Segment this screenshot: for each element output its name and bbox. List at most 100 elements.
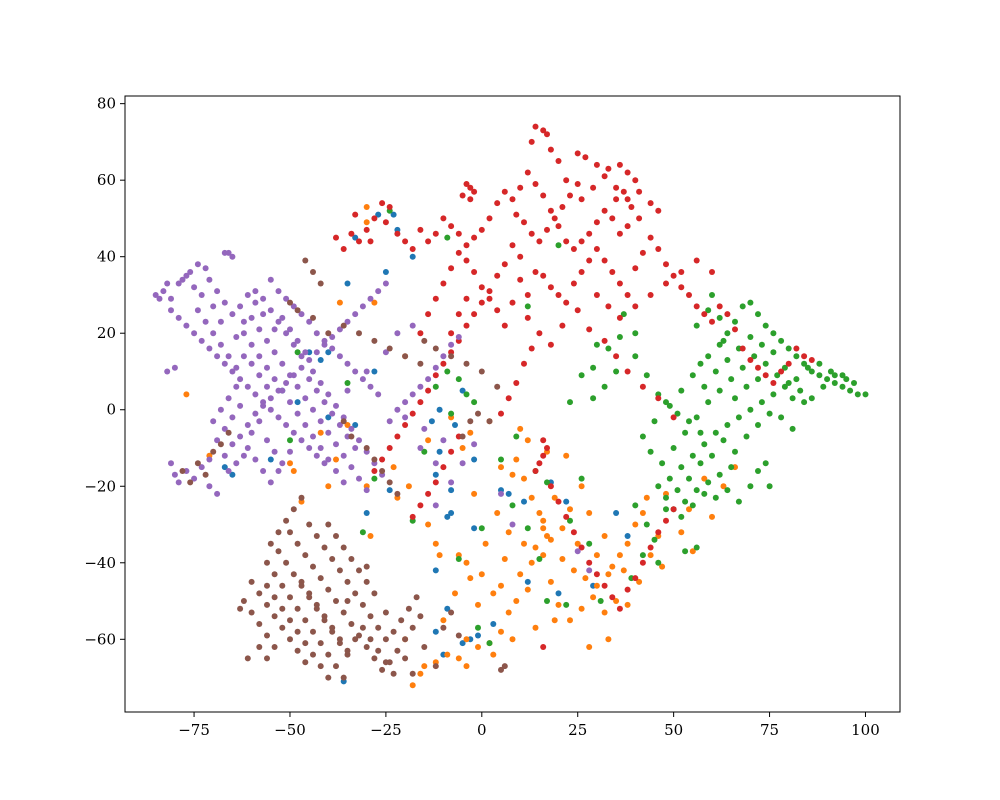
point-s2-63 (663, 494, 669, 501)
point-s3-195 (601, 173, 608, 180)
point-s4-76 (313, 349, 320, 356)
point-s5-26 (302, 552, 309, 559)
point-s1-50 (417, 670, 424, 677)
point-s3-36 (486, 215, 493, 222)
point-s3-19 (616, 230, 623, 237)
point-s5-126 (371, 590, 378, 597)
point-s2-15 (605, 345, 612, 352)
point-s5-15 (386, 479, 393, 486)
point-s0-4 (409, 253, 416, 260)
x-tick-label: −50 (274, 721, 306, 739)
point-s4-107 (233, 364, 240, 371)
point-s0-20 (452, 422, 458, 428)
point-s1-76 (609, 563, 616, 570)
point-s2-111 (789, 395, 796, 402)
point-s5-124 (356, 567, 362, 574)
point-s1-21 (505, 529, 512, 536)
point-s2-42 (847, 387, 854, 394)
point-s4-114 (287, 399, 293, 406)
point-s1-92 (636, 578, 643, 585)
point-s2-73 (674, 410, 681, 417)
point-s4-138 (287, 326, 293, 333)
point-s5-94 (382, 659, 389, 666)
point-s5-144 (467, 418, 474, 425)
point-s3-1 (540, 127, 547, 134)
point-s5-60 (302, 659, 309, 666)
point-s2-131 (766, 410, 773, 417)
point-s3-199 (647, 200, 654, 207)
point-s4-88 (264, 337, 270, 344)
point-s5-99 (298, 582, 305, 589)
point-s4-201 (233, 383, 240, 390)
point-s3-173 (536, 330, 543, 337)
point-s0-18 (432, 471, 439, 478)
point-s2-2 (455, 556, 462, 562)
point-s2-140 (593, 341, 600, 348)
point-s1-114 (425, 437, 432, 444)
point-s2-70 (709, 452, 715, 459)
point-s5-116 (275, 529, 282, 536)
point-s1-55 (570, 567, 577, 574)
point-s2-96 (705, 307, 712, 314)
point-s5-23 (225, 429, 232, 436)
point-s5-95 (390, 670, 397, 677)
point-s1-89 (440, 617, 447, 624)
point-s4-123 (214, 437, 221, 444)
point-s4-128 (252, 456, 259, 463)
point-s2-31 (762, 322, 769, 329)
point-s2-69 (728, 464, 735, 471)
point-s2-126 (766, 483, 773, 490)
y-tick-label: −20 (84, 477, 116, 495)
point-s2-58 (701, 441, 708, 448)
point-s3-79 (647, 234, 654, 241)
point-s4-212 (498, 490, 504, 497)
point-s3-113 (425, 387, 432, 394)
point-s3-202 (521, 219, 527, 226)
point-s1-120 (659, 563, 666, 570)
point-s5-141 (478, 368, 485, 375)
point-s5-71 (329, 556, 336, 562)
point-s3-160 (471, 269, 478, 275)
point-s3-91 (739, 345, 746, 352)
point-s2-33 (778, 337, 785, 344)
point-s1-15 (436, 552, 443, 559)
point-s3-54 (348, 230, 355, 237)
point-s2-43 (854, 391, 861, 398)
point-s4-153 (402, 399, 409, 406)
point-s5-6 (371, 337, 378, 344)
point-s1-12 (405, 483, 412, 490)
point-s4-27 (359, 376, 366, 383)
y-axis: −60 −40 −20 0 20 40 60 80 (84, 95, 125, 648)
point-s3-207 (559, 204, 566, 210)
point-s4-215 (586, 567, 593, 574)
point-s3-135 (563, 513, 570, 520)
point-s2-97 (693, 322, 700, 329)
point-s3-42 (440, 215, 447, 222)
point-s1-40 (513, 598, 520, 604)
point-s3-15 (613, 196, 620, 203)
point-s1-18 (478, 571, 485, 578)
point-s3-94 (762, 372, 769, 379)
point-s4-89 (271, 349, 278, 356)
point-s4-182 (306, 376, 313, 383)
point-s2-24 (705, 353, 712, 360)
point-s2-57 (712, 429, 719, 436)
point-s4-102 (194, 307, 201, 314)
point-s3-176 (574, 307, 581, 314)
point-s4-31 (175, 314, 182, 321)
point-s3-96 (778, 368, 785, 375)
point-s0-0 (375, 211, 382, 218)
point-s2-32 (770, 330, 777, 337)
point-s1-2 (371, 299, 378, 306)
point-s0-37 (563, 498, 570, 505)
point-s2-159 (682, 548, 689, 555)
point-s1-30 (528, 494, 535, 501)
point-s4-115 (294, 410, 301, 417)
point-s4-8 (214, 288, 221, 295)
point-s5-77 (375, 624, 382, 631)
point-s3-97 (785, 360, 792, 367)
point-s5-142 (494, 383, 501, 390)
point-s5-120 (325, 521, 332, 528)
point-s5-55 (264, 601, 270, 608)
point-s4-175 (252, 288, 259, 295)
